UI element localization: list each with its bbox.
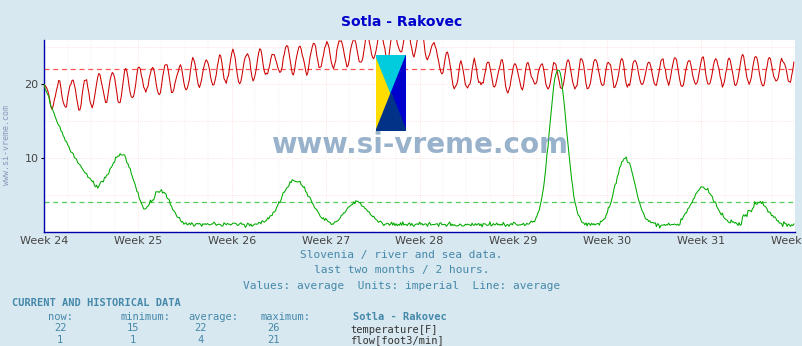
Text: 22: 22: [194, 324, 207, 334]
Polygon shape: [375, 55, 391, 131]
Text: average:: average:: [188, 312, 238, 322]
Polygon shape: [391, 55, 406, 131]
Text: minimum:: minimum:: [120, 312, 170, 322]
Text: www.si-vreme.com: www.si-vreme.com: [271, 131, 567, 160]
Text: temperature[F]: temperature[F]: [350, 325, 437, 335]
Polygon shape: [375, 93, 406, 131]
Text: www.si-vreme.com: www.si-vreme.com: [2, 105, 11, 185]
Text: flow[foot3/min]: flow[foot3/min]: [350, 335, 444, 345]
Text: 1: 1: [129, 335, 136, 345]
Text: CURRENT AND HISTORICAL DATA: CURRENT AND HISTORICAL DATA: [12, 298, 180, 308]
Text: last two months / 2 hours.: last two months / 2 hours.: [314, 265, 488, 275]
Text: 21: 21: [266, 335, 279, 345]
Text: 22: 22: [54, 324, 67, 334]
Text: Values: average  Units: imperial  Line: average: Values: average Units: imperial Line: av…: [242, 281, 560, 291]
Text: 4: 4: [197, 335, 204, 345]
Polygon shape: [375, 55, 406, 93]
Text: Sotla - Rakovec: Sotla - Rakovec: [341, 16, 461, 29]
Text: Slovenia / river and sea data.: Slovenia / river and sea data.: [300, 250, 502, 260]
Text: 1: 1: [57, 335, 63, 345]
Text: 26: 26: [266, 324, 279, 334]
Text: now:: now:: [48, 312, 73, 322]
Text: maximum:: maximum:: [261, 312, 310, 322]
Text: 15: 15: [126, 324, 139, 334]
Text: Sotla - Rakovec: Sotla - Rakovec: [353, 312, 447, 322]
